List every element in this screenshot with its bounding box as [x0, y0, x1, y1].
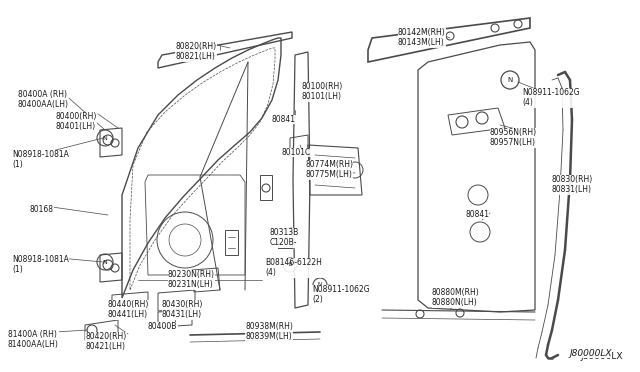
Text: 80938M(RH)
80839M(LH): 80938M(RH) 80839M(LH) [245, 322, 293, 341]
Text: 80420(RH)
80421(LH): 80420(RH) 80421(LH) [85, 332, 126, 352]
Text: N: N [318, 282, 322, 288]
Text: 80841: 80841 [465, 210, 489, 219]
Text: 80956N(RH)
80957N(LH): 80956N(RH) 80957N(LH) [490, 128, 537, 147]
Text: N08911-1062G
(4): N08911-1062G (4) [522, 88, 580, 108]
Text: 80774M(RH)
80775M(LH): 80774M(RH) 80775M(LH) [305, 160, 353, 179]
Text: N08918-1081A
(1): N08918-1081A (1) [12, 150, 69, 169]
Text: N08918-1081A
(1): N08918-1081A (1) [12, 255, 69, 275]
Text: 80400(RH)
80401(LH): 80400(RH) 80401(LH) [55, 112, 97, 131]
Text: 80100(RH)
80101(LH): 80100(RH) 80101(LH) [302, 82, 343, 102]
Text: 80880M(RH)
80880N(LH): 80880M(RH) 80880N(LH) [432, 288, 480, 307]
Text: 80430(RH)
80431(LH): 80430(RH) 80431(LH) [162, 300, 204, 320]
Text: 80830(RH)
80831(LH): 80830(RH) 80831(LH) [552, 175, 593, 195]
Text: 80313B
C120B-: 80313B C120B- [270, 228, 300, 247]
Text: 80142M(RH)
80143M(LH): 80142M(RH) 80143M(LH) [398, 28, 445, 47]
Text: 80820(RH)
80821(LH): 80820(RH) 80821(LH) [175, 42, 216, 61]
Text: 80230N(RH)
80231N(LH): 80230N(RH) 80231N(LH) [168, 270, 215, 289]
Text: 80168: 80168 [30, 205, 54, 214]
Text: J80000LX: J80000LX [570, 349, 612, 358]
Text: 80400A (RH)
80400AA(LH): 80400A (RH) 80400AA(LH) [18, 90, 69, 109]
Text: B08146-6122H
(4): B08146-6122H (4) [265, 258, 322, 278]
Text: 80841: 80841 [272, 115, 296, 124]
Text: N: N [508, 77, 513, 83]
Text: 80400B: 80400B [148, 322, 177, 331]
Text: J80000LX: J80000LX [580, 352, 623, 361]
Text: B: B [288, 263, 292, 267]
Text: N: N [102, 135, 108, 141]
Text: N08911-1062G
(2): N08911-1062G (2) [312, 285, 370, 304]
Text: 81400A (RH)
81400AA(LH): 81400A (RH) 81400AA(LH) [8, 330, 59, 349]
Text: 80440(RH)
80441(LH): 80440(RH) 80441(LH) [108, 300, 149, 320]
Text: N: N [102, 260, 108, 264]
Text: 80101C: 80101C [282, 148, 311, 157]
